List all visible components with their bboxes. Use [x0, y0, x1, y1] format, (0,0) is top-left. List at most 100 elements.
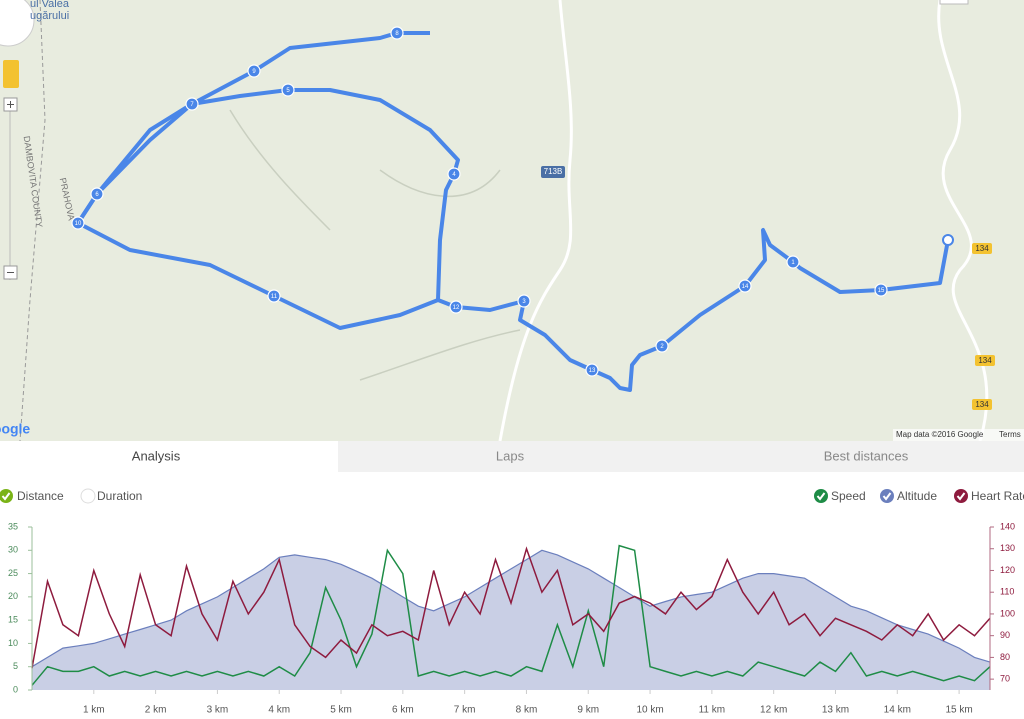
- check-icon: [816, 492, 826, 501]
- x-tick-label: 7 km: [454, 705, 476, 716]
- road: [937, 0, 989, 442]
- zoom-in-icon: [7, 101, 14, 108]
- y-tick-label: 35: [8, 521, 18, 531]
- route-marker-label: 1: [791, 260, 795, 266]
- x-tick-label: 12 km: [760, 705, 787, 716]
- route-marker[interactable]: [447, 167, 461, 181]
- x-tick-label: 4 km: [268, 705, 290, 716]
- route-marker-label: 14: [742, 284, 749, 290]
- route-marker-label: 10: [75, 221, 82, 227]
- route-marker-label: 5: [286, 88, 290, 94]
- route-marker[interactable]: [71, 216, 85, 230]
- attribution-bar: [893, 429, 1024, 441]
- y2-tick-label: 140: [1000, 521, 1015, 531]
- route-marker[interactable]: [517, 294, 531, 308]
- road-shield: [975, 355, 995, 366]
- toggle-unchecked[interactable]: [80, 488, 96, 504]
- route-marker[interactable]: [449, 300, 463, 314]
- route-marker[interactable]: [738, 279, 752, 293]
- check-icon: [956, 492, 966, 501]
- y2-tick-label: 90: [1000, 630, 1010, 640]
- check-icon: [882, 492, 892, 501]
- route-marker[interactable]: [585, 363, 599, 377]
- x-tick-label: 5 km: [330, 705, 352, 716]
- road-shield: [972, 243, 992, 254]
- route-marker-label: 6: [95, 192, 99, 198]
- x-tick-label: 10 km: [636, 705, 663, 716]
- y2-tick-label: 110: [1000, 587, 1014, 597]
- route-marker[interactable]: [655, 339, 669, 353]
- check-icon: [1, 492, 11, 501]
- route-marker[interactable]: [786, 255, 800, 269]
- x-tick-label: 11 km: [699, 705, 726, 716]
- attribution: Map data ©2016 Google: [896, 430, 984, 439]
- x-tick-label: 1 km: [83, 705, 105, 716]
- y2-tick-label: 100: [1000, 608, 1015, 618]
- road-shield-label: 134: [978, 356, 992, 365]
- pan-control[interactable]: [0, 0, 35, 47]
- route-marker[interactable]: [281, 83, 295, 97]
- road-shield-label: 134: [975, 400, 989, 409]
- x-tick-label: 9 km: [577, 705, 599, 716]
- route-marker-label: 7: [190, 102, 194, 108]
- route-marker[interactable]: [267, 289, 281, 303]
- route-marker[interactable]: [185, 97, 199, 111]
- road-shield: [972, 399, 992, 410]
- route-marker-label: 11: [271, 294, 278, 300]
- route-marker[interactable]: [874, 283, 888, 297]
- x-tick-label: 6 km: [392, 705, 414, 716]
- tab[interactable]: Laps: [496, 448, 525, 463]
- place-label: ugărului: [30, 10, 69, 22]
- y2-tick-label: 130: [1000, 543, 1015, 553]
- series-line: [31, 544, 991, 686]
- tab[interactable]: Best distances: [824, 448, 909, 463]
- route-marker-label: 2: [660, 344, 664, 350]
- toggle-label[interactable]: Duration: [97, 489, 142, 503]
- legend-label[interactable]: Altitude: [897, 489, 937, 503]
- legend-marker[interactable]: [880, 489, 894, 503]
- route-marker[interactable]: [247, 64, 261, 78]
- legend: Speed Altitude Heart Rate: [814, 489, 1024, 503]
- terms-link[interactable]: Terms: [999, 430, 1021, 439]
- street-view[interactable]: [3, 60, 19, 88]
- y-tick-label: 20: [8, 591, 18, 601]
- legend-label[interactable]: Speed: [831, 489, 866, 503]
- road-shield-label: 713B: [544, 167, 563, 176]
- legend-marker[interactable]: [814, 489, 828, 503]
- route-marker-label: 4: [452, 172, 456, 178]
- tab[interactable]: Analysis: [132, 448, 181, 463]
- route-marker-label: 9: [252, 69, 256, 75]
- road: [498, 0, 573, 442]
- chart: 0 5 10 15 20 25 30 35 70 80 90 100 110 120 130 140 1 km 2…: [8, 521, 1015, 715]
- y-tick-label: 10: [8, 638, 18, 648]
- road-shield-label: 134: [975, 244, 989, 253]
- x-tick-label: 8 km: [516, 705, 538, 716]
- y-tick-label: 15: [8, 615, 18, 625]
- map-background: [0, 0, 1024, 441]
- x-tick-label: 13 km: [822, 705, 849, 716]
- legend-label[interactable]: Heart Rate: [971, 489, 1024, 503]
- county-border: [19, 0, 46, 442]
- toggle-label[interactable]: Distance: [17, 489, 64, 503]
- map-button[interactable]: [939, 0, 969, 5]
- tab-bar: [338, 441, 1024, 472]
- x-tick-label: 2 km: [145, 705, 167, 716]
- start-pin[interactable]: [942, 234, 954, 246]
- route-marker-label: 3: [522, 299, 526, 305]
- x-tick-label: 14 km: [884, 705, 911, 716]
- x-tick-label: 15 km: [945, 705, 972, 716]
- y-tick-label: 25: [8, 568, 18, 578]
- y2-tick-label: 70: [1000, 674, 1010, 684]
- road-shield: [541, 166, 565, 178]
- x-tick-label: 3 km: [207, 705, 229, 716]
- y2-tick-label: 80: [1000, 652, 1010, 662]
- legend-marker[interactable]: [954, 489, 968, 503]
- route-marker[interactable]: [390, 26, 404, 40]
- google-logo: Google: [0, 421, 30, 437]
- tab-active[interactable]: [0, 441, 338, 472]
- route-marker-label: 8: [395, 31, 399, 37]
- y-tick-label: 30: [8, 545, 18, 555]
- route-marker[interactable]: [90, 187, 104, 201]
